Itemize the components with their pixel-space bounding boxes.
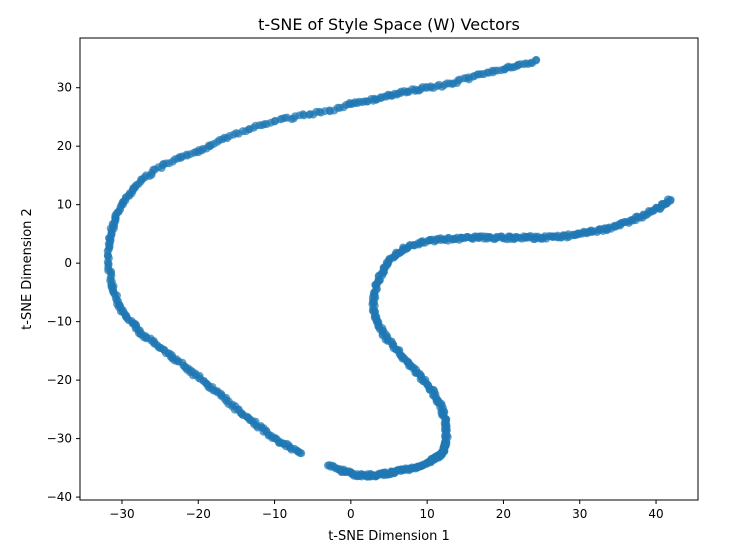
x-tick-label: 40 [648,507,663,521]
x-tick-label: 20 [496,507,511,521]
chart-title: t-SNE of Style Space (W) Vectors [258,15,520,34]
y-tick-label: −10 [47,315,72,329]
x-tick-label: 0 [347,507,355,521]
y-tick-label: 0 [64,256,72,270]
x-tick-label: −20 [186,507,211,521]
y-tick-label: 10 [57,198,72,212]
x-tick-label: 30 [572,507,587,521]
y-tick-label: −40 [47,490,72,504]
data-point [297,449,306,458]
y-tick-label: 20 [57,139,72,153]
data-point [323,461,332,470]
y-axis-label: t-SNE Dimension 2 [20,208,35,330]
y-tick-label: −30 [47,432,72,446]
x-tick-label: −10 [262,507,287,521]
x-tick-label: 10 [420,507,435,521]
axis-ticks: −30 −20 −10 0 10 20 30 40 −40 −30 −20 −10 0 10 20 30 [47,81,664,521]
data-points [103,55,675,481]
x-axis-label: t-SNE Dimension 1 [328,529,450,544]
y-tick-label: 30 [57,81,72,95]
x-tick-label: −30 [109,507,134,521]
y-tick-label: −20 [47,373,72,387]
plot-frame [79,37,699,501]
